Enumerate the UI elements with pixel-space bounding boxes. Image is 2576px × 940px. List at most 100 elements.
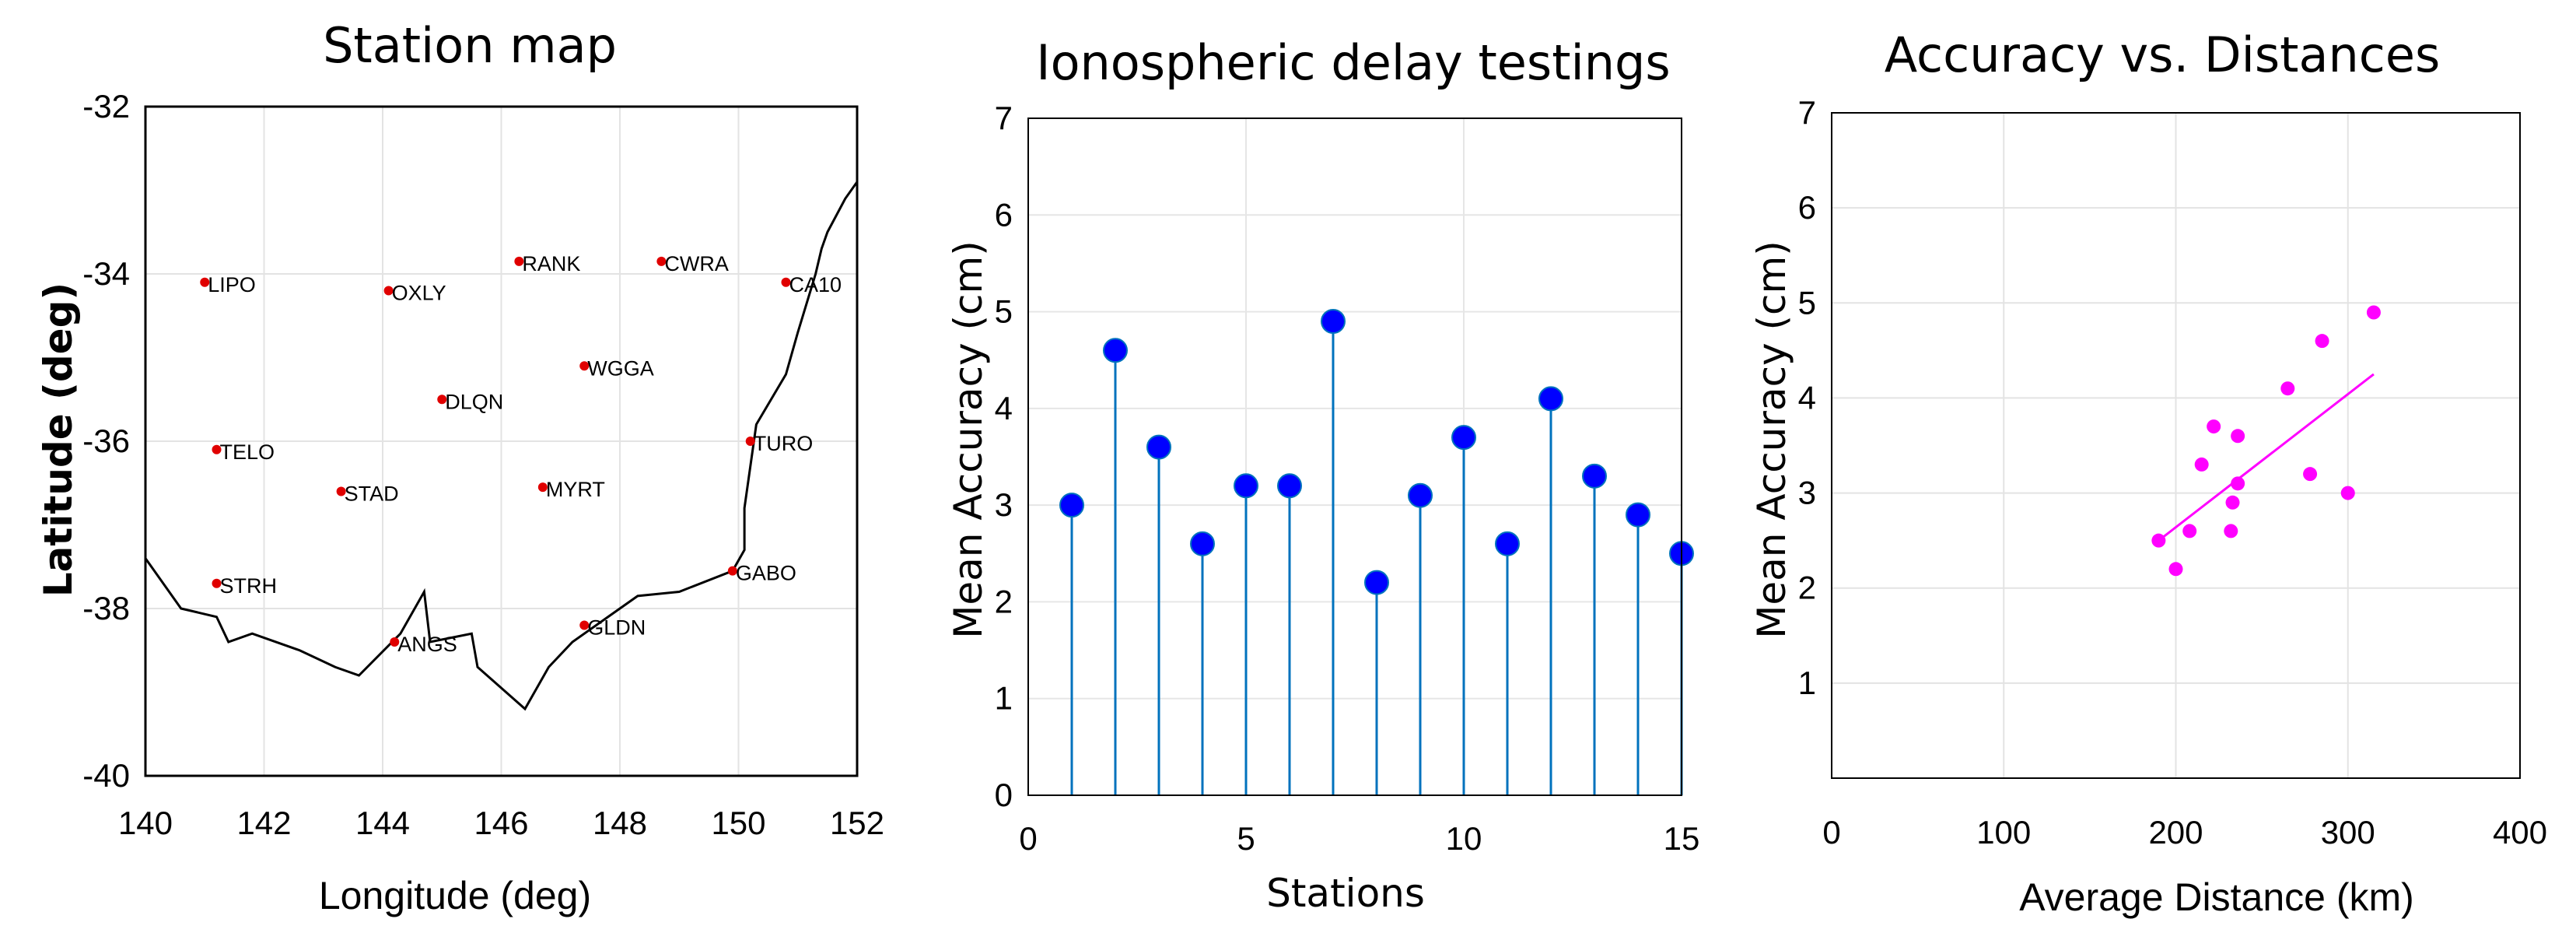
station-label: STAD — [345, 482, 399, 506]
station-marker — [579, 620, 590, 630]
x-tick-label: 152 — [830, 805, 884, 841]
ionospheric-grid — [1027, 118, 1682, 796]
y-tick-label: 3 — [1798, 475, 1816, 511]
ionospheric-x-ticks: 0 5 10 15 — [1019, 820, 1699, 857]
stem-marker — [1321, 309, 1346, 334]
station-map-coastline — [144, 181, 859, 711]
y-tick-label: -36 — [82, 423, 130, 459]
stem-marker — [1190, 531, 1215, 556]
station-marker — [212, 578, 222, 588]
y-tick-label: 6 — [1798, 189, 1816, 226]
x-tick-label: 0 — [1019, 820, 1037, 857]
scatter-point — [2151, 533, 2166, 548]
accuracy-distance-y-ticks: 1 2 3 4 5 6 7 — [1798, 94, 1816, 701]
stem-marker — [1538, 386, 1563, 412]
scatter-point — [2225, 495, 2240, 510]
stem-marker — [1277, 473, 1302, 499]
y-tick-label: 0 — [995, 777, 1013, 813]
scatter-point — [2315, 334, 2329, 349]
y-tick-label: -40 — [82, 757, 130, 794]
station-label: DLQN — [445, 390, 503, 413]
station-marker — [437, 395, 447, 405]
accuracy-distance-title: Accuracy vs. Distances — [1885, 26, 2441, 83]
station-marker — [745, 437, 755, 446]
stem-marker — [1408, 482, 1433, 508]
station-map-y-label: Latitude (deg) — [36, 282, 81, 597]
accuracy-distance-axes-box — [1831, 112, 2521, 779]
scatter-point — [2194, 457, 2209, 472]
y-tick-label: 6 — [995, 196, 1013, 233]
scatter-point — [2231, 476, 2245, 491]
station-label: CWRA — [664, 252, 729, 275]
station-label: GLDN — [587, 616, 646, 640]
y-tick-label: 7 — [995, 100, 1013, 136]
station-label: STRH — [220, 574, 278, 598]
station-marker — [727, 566, 737, 576]
x-tick-label: 15 — [1664, 820, 1700, 857]
station-label: OXLY — [392, 282, 446, 305]
x-tick-label: 0 — [1822, 814, 1840, 851]
y-tick-label: -32 — [82, 88, 130, 125]
station-map-stations: LIPO OXLY RANK CWRA CA10 WGGA DLQN TELO TURO STAD… — [200, 252, 842, 656]
station-map-axes-box — [144, 105, 859, 777]
station-label: TURO — [754, 432, 814, 455]
y-tick-label: 2 — [1798, 570, 1816, 606]
y-tick-label: 4 — [1798, 379, 1816, 416]
accuracy-distance-x-ticks: 0 100 200 300 400 — [1822, 814, 2547, 851]
station-label: RANK — [522, 252, 580, 275]
accuracy-distance-points — [2151, 305, 2381, 577]
station-label: LIPO — [208, 273, 256, 296]
accuracy-distance-x-label: Average Distance (km) — [2019, 875, 2414, 919]
station-label: CA10 — [789, 273, 842, 296]
scatter-point — [2340, 486, 2355, 500]
stem-marker — [1234, 473, 1258, 499]
x-tick-label: 200 — [2148, 814, 2203, 851]
x-tick-label: 300 — [2321, 814, 2375, 851]
scatter-point — [2224, 524, 2238, 538]
scatter-point — [2182, 524, 2197, 538]
station-marker — [383, 286, 394, 296]
scatter-point — [2280, 381, 2295, 396]
station-marker — [656, 256, 667, 266]
station-map-x-ticks: 140 142 144 146 148 150 152 — [118, 805, 884, 841]
x-tick-label: 142 — [236, 805, 291, 841]
x-tick-label: 144 — [355, 805, 410, 841]
accuracy-distance-y-label: Mean Accuracy (cm) — [1749, 240, 1794, 639]
ionospheric-stems — [1059, 309, 1694, 795]
station-map-title: Station map — [323, 17, 617, 74]
station-marker — [537, 482, 548, 493]
station-map-x-label: Longitude (deg) — [319, 874, 591, 917]
station-marker — [336, 486, 346, 496]
y-tick-label: 1 — [995, 680, 1013, 717]
x-tick-label: 150 — [711, 805, 765, 841]
y-tick-label: 4 — [995, 390, 1013, 426]
x-tick-label: 5 — [1237, 820, 1255, 857]
station-label: MYRT — [546, 478, 605, 501]
x-tick-label: 10 — [1446, 820, 1482, 857]
accuracy-distance-panel: Accuracy vs. Distances 0 100 200 300 400 1 2 3… — [1749, 26, 2547, 919]
ionospheric-axes-box — [1027, 118, 1682, 796]
ionospheric-panel: Ionospheric delay testings 0 5 10 15 0 1 2 3 4 5… — [946, 34, 1699, 916]
stem-marker — [1582, 463, 1607, 489]
ionospheric-x-label: Stations — [1266, 871, 1425, 916]
stem-marker — [1146, 434, 1171, 460]
y-tick-label: 3 — [995, 486, 1013, 523]
station-marker — [390, 637, 400, 647]
y-tick-label: 5 — [1798, 284, 1816, 321]
station-label: WGGA — [587, 356, 654, 380]
accuracy-distance-trendline — [2158, 373, 2375, 542]
y-tick-label: 7 — [1798, 94, 1816, 131]
x-tick-label: 400 — [2493, 814, 2547, 851]
stem-marker — [1451, 425, 1476, 451]
station-marker — [781, 277, 791, 287]
stem-marker — [1495, 531, 1520, 556]
trendline — [2158, 373, 2375, 542]
scatter-point — [2168, 562, 2183, 577]
x-tick-label: 100 — [1976, 814, 2031, 851]
station-label: GABO — [736, 562, 796, 585]
station-marker — [514, 256, 524, 266]
x-tick-label: 146 — [474, 805, 528, 841]
scatter-point — [2366, 305, 2381, 320]
ionospheric-title: Ionospheric delay testings — [1036, 34, 1670, 91]
y-tick-label: -34 — [82, 255, 130, 292]
